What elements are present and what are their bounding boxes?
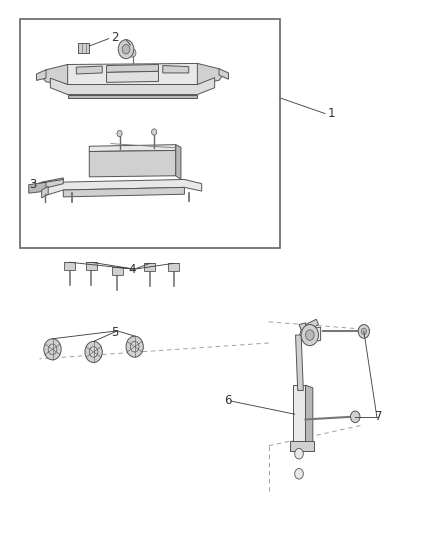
Polygon shape <box>78 43 89 53</box>
Polygon shape <box>89 150 176 177</box>
Polygon shape <box>106 64 159 72</box>
Text: 3: 3 <box>29 178 37 191</box>
Circle shape <box>129 49 136 57</box>
Circle shape <box>305 330 314 341</box>
Circle shape <box>152 129 157 135</box>
Circle shape <box>361 328 367 335</box>
Polygon shape <box>36 70 46 80</box>
Circle shape <box>295 469 304 479</box>
Polygon shape <box>219 69 229 79</box>
Circle shape <box>89 346 98 357</box>
Circle shape <box>48 344 57 354</box>
Polygon shape <box>67 94 198 98</box>
Bar <box>112 267 123 276</box>
Polygon shape <box>46 180 202 195</box>
Polygon shape <box>296 335 304 391</box>
Circle shape <box>44 339 61 360</box>
Polygon shape <box>50 78 215 94</box>
Polygon shape <box>64 188 184 197</box>
Polygon shape <box>299 323 307 330</box>
Bar <box>168 263 179 271</box>
Polygon shape <box>305 319 318 332</box>
Polygon shape <box>42 178 64 189</box>
Polygon shape <box>290 441 314 451</box>
Polygon shape <box>29 182 46 193</box>
Bar <box>86 262 97 270</box>
Polygon shape <box>42 64 67 85</box>
Circle shape <box>295 448 304 459</box>
Polygon shape <box>176 144 181 180</box>
Polygon shape <box>106 71 159 83</box>
Text: 4: 4 <box>129 263 136 276</box>
Polygon shape <box>42 187 48 198</box>
Circle shape <box>358 325 370 338</box>
Circle shape <box>117 131 122 137</box>
Text: 5: 5 <box>112 326 119 339</box>
Polygon shape <box>50 63 215 86</box>
Bar <box>144 263 155 271</box>
Polygon shape <box>198 63 223 85</box>
Circle shape <box>118 39 134 59</box>
Circle shape <box>85 342 102 362</box>
Bar <box>20 19 279 248</box>
Polygon shape <box>76 66 102 74</box>
Text: 2: 2 <box>111 30 119 44</box>
Polygon shape <box>293 385 305 443</box>
Bar <box>64 262 75 270</box>
Text: 6: 6 <box>224 394 231 408</box>
Circle shape <box>350 411 360 423</box>
Circle shape <box>131 342 139 352</box>
Polygon shape <box>305 385 313 446</box>
Text: 7: 7 <box>375 410 383 423</box>
Polygon shape <box>89 144 176 151</box>
Polygon shape <box>299 327 321 343</box>
Circle shape <box>122 44 130 54</box>
Polygon shape <box>163 66 189 73</box>
Circle shape <box>301 325 318 345</box>
Circle shape <box>126 336 143 357</box>
Text: 1: 1 <box>328 107 335 120</box>
